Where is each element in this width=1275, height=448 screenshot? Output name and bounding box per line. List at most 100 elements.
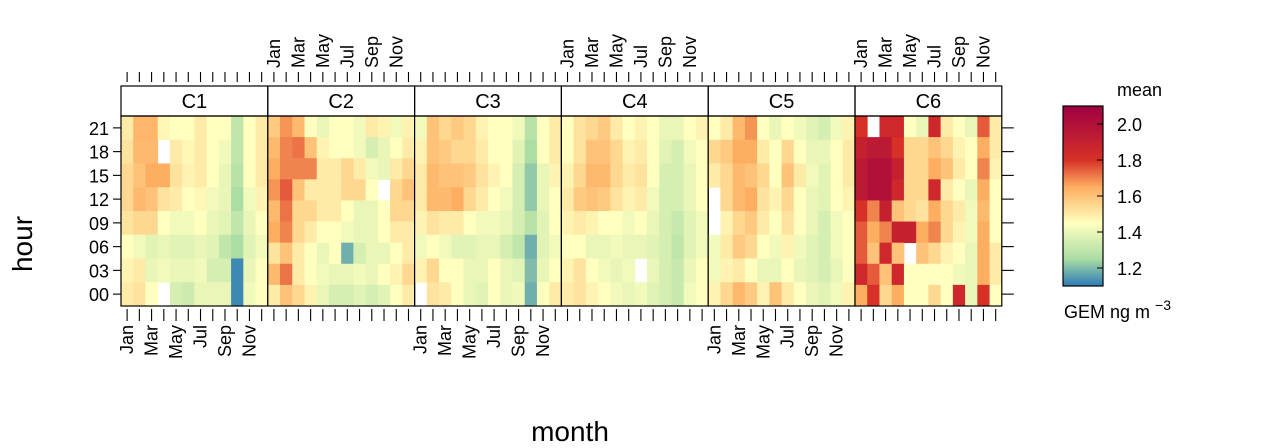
heatmap-cell xyxy=(426,116,440,141)
heatmap-cell xyxy=(377,137,391,159)
x-tick-label: Jul xyxy=(925,45,945,68)
heatmap-cell xyxy=(781,234,795,259)
heatmap-cell xyxy=(855,242,868,265)
heatmap-cell xyxy=(793,258,807,283)
heatmap-cell xyxy=(891,137,905,159)
heatmap-cell xyxy=(793,139,807,164)
heatmap-cell xyxy=(218,116,232,141)
heatmap-cell xyxy=(989,221,1003,244)
heatmap-cell xyxy=(353,242,367,265)
heatmap-cell xyxy=(561,258,575,283)
panel-c3: C3 xyxy=(414,85,563,307)
heatmap-cell xyxy=(585,187,599,212)
heatmap-cell xyxy=(463,139,477,164)
heatmap-cell xyxy=(353,221,367,244)
heatmap-cell xyxy=(830,258,844,283)
heatmap-cell xyxy=(500,258,513,283)
heatmap-cell xyxy=(255,116,269,141)
heatmap-cell xyxy=(439,163,452,188)
heatmap-cell xyxy=(916,158,929,180)
heatmap-cell xyxy=(390,179,403,201)
heatmap-cell xyxy=(916,263,929,286)
heatmap-cell xyxy=(206,282,220,307)
heatmap-cell xyxy=(267,137,281,159)
panel-strip-label: C2 xyxy=(328,91,354,113)
heatmap-cell xyxy=(977,284,990,307)
heatmap-cell xyxy=(365,179,379,201)
heatmap-cell xyxy=(488,139,501,164)
heatmap-cell xyxy=(500,211,513,236)
heatmap-cell xyxy=(818,187,831,212)
x-tick-label: Jul xyxy=(484,325,504,348)
heatmap-cell xyxy=(720,282,734,307)
heatmap-cell xyxy=(402,116,415,138)
heatmap-cell xyxy=(328,284,342,307)
heatmap-cell xyxy=(500,234,513,259)
heatmap-cell xyxy=(475,258,489,283)
heatmap-cell xyxy=(671,211,685,236)
heatmap-cell xyxy=(145,139,159,164)
heatmap-cell xyxy=(855,158,868,180)
heatmap-cell xyxy=(879,179,893,201)
heatmap-cell xyxy=(524,282,538,307)
heatmap-cell xyxy=(280,263,293,286)
heatmap-cell xyxy=(891,200,905,222)
heatmap-cell xyxy=(855,221,868,244)
heatmap-cell xyxy=(855,200,868,222)
heatmap-cell xyxy=(365,284,379,307)
heatmap-cell xyxy=(194,139,208,164)
heatmap-cell xyxy=(182,282,195,307)
heatmap-cell xyxy=(390,242,403,265)
heatmap-cell xyxy=(255,258,269,283)
heatmap-cell xyxy=(194,234,208,259)
legend-title: mean xyxy=(1117,80,1162,100)
heatmap-cell xyxy=(781,187,795,212)
heatmap-cell xyxy=(402,158,415,180)
heatmap-cell xyxy=(390,137,403,159)
heatmap-cell xyxy=(659,282,672,307)
x-tick-label: May xyxy=(166,325,186,359)
x-tick-label: May xyxy=(900,34,920,68)
heatmap-cell xyxy=(744,139,758,164)
heatmap-cell xyxy=(585,258,599,283)
x-axis-title: month xyxy=(531,416,609,447)
heatmap-cell xyxy=(439,282,452,307)
heatmap-cell xyxy=(708,139,721,164)
panel-strip-label: C3 xyxy=(475,91,501,113)
heatmap-cell xyxy=(365,116,379,138)
heatmap-cell xyxy=(255,211,269,236)
heatmap-cell xyxy=(157,234,171,259)
heatmap-cell xyxy=(328,242,342,265)
heatmap-cell xyxy=(402,242,415,265)
heatmap-cell xyxy=(903,221,917,244)
heatmap-cell xyxy=(328,179,342,201)
heatmap-cell xyxy=(231,282,244,307)
heatmap-cell xyxy=(842,211,856,236)
x-tick-label: May xyxy=(460,325,480,359)
heatmap-cell xyxy=(561,163,575,188)
heatmap-cell xyxy=(598,258,611,283)
heatmap-cell xyxy=(267,116,281,138)
heatmap-cell xyxy=(720,211,734,236)
heatmap-cell xyxy=(573,163,587,188)
heatmap-cell xyxy=(989,179,1003,201)
heatmap-cell xyxy=(133,139,146,164)
heatmap-cell xyxy=(157,211,171,236)
heatmap-cell xyxy=(695,116,709,141)
x-tick-label: Sep xyxy=(655,36,675,68)
heatmap-cell xyxy=(916,221,929,244)
heatmap-cell xyxy=(316,263,330,286)
heatmap-cell xyxy=(500,187,513,212)
heatmap-cell xyxy=(280,158,293,180)
heatmap-cell xyxy=(194,211,208,236)
heatmap-cell xyxy=(622,211,636,236)
heatmap-cell xyxy=(891,263,905,286)
heatmap-cell xyxy=(267,284,281,307)
heatmap-cell xyxy=(463,258,477,283)
heatmap-cell xyxy=(965,242,978,265)
heatmap-cell xyxy=(267,200,281,222)
heatmap-cell xyxy=(573,187,587,212)
heatmap-cell xyxy=(512,234,526,259)
heatmap-cell xyxy=(867,137,880,159)
heatmap-cell xyxy=(952,137,966,159)
